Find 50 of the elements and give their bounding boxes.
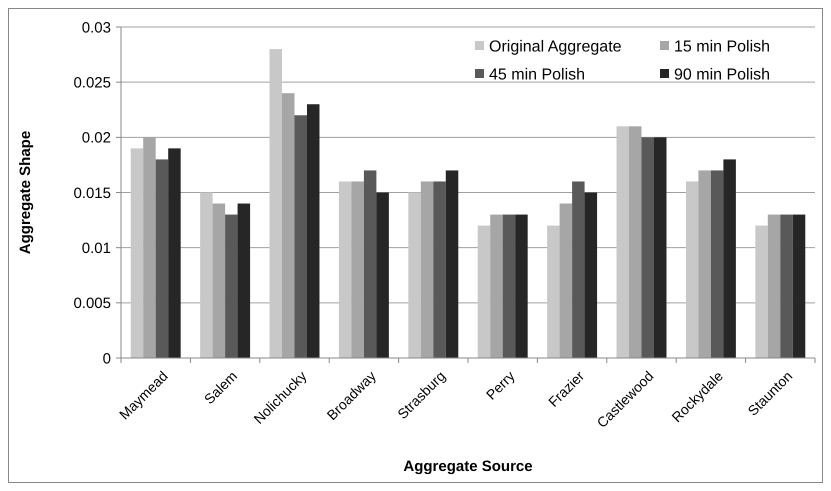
bar xyxy=(130,148,144,358)
bar xyxy=(642,137,654,358)
bar xyxy=(490,214,503,358)
bar xyxy=(364,170,376,358)
y-tick-label: 0.015 xyxy=(73,184,111,202)
y-tick-label: 0.02 xyxy=(82,130,111,147)
bar xyxy=(768,214,780,358)
bar xyxy=(572,181,585,358)
bar xyxy=(306,104,320,358)
bar xyxy=(515,214,528,358)
bar xyxy=(698,170,711,358)
bar xyxy=(376,192,389,358)
bar xyxy=(686,181,698,358)
bar xyxy=(282,93,294,358)
bar xyxy=(294,115,307,358)
bar xyxy=(780,214,793,358)
bar xyxy=(156,159,168,358)
bar xyxy=(351,181,364,358)
y-tick-label: 0.01 xyxy=(82,240,111,257)
bar xyxy=(792,214,806,358)
bar xyxy=(200,192,213,358)
legend-label: 15 min Polish xyxy=(674,38,770,56)
bar xyxy=(502,214,516,358)
x-axis-title: Aggregate Source xyxy=(403,458,533,475)
bar xyxy=(616,126,630,358)
y-tick-label: 0.005 xyxy=(73,295,111,312)
bar xyxy=(560,204,572,358)
bar xyxy=(338,181,352,358)
bar xyxy=(547,226,560,358)
bar xyxy=(238,204,250,358)
legend-label: 45 min Polish xyxy=(489,66,586,84)
bar xyxy=(723,159,736,358)
bar xyxy=(168,148,181,358)
bar xyxy=(478,226,490,358)
bar xyxy=(584,192,598,358)
y-tick-label: 0.03 xyxy=(82,19,111,36)
y-tick-label: 0.025 xyxy=(73,74,111,92)
legend-label: 90 min Polish xyxy=(674,66,770,84)
bar xyxy=(408,192,421,358)
bar xyxy=(270,49,282,358)
bar xyxy=(433,181,446,358)
bar xyxy=(212,204,226,358)
bar xyxy=(710,170,724,358)
bar xyxy=(225,214,238,358)
y-axis-title: Aggregate Shape xyxy=(17,130,34,254)
bar xyxy=(654,137,666,358)
bar xyxy=(755,226,768,358)
bar xyxy=(446,170,458,358)
legend-label: Original Aggregate xyxy=(489,38,622,56)
y-tick-label: 0 xyxy=(102,350,111,368)
